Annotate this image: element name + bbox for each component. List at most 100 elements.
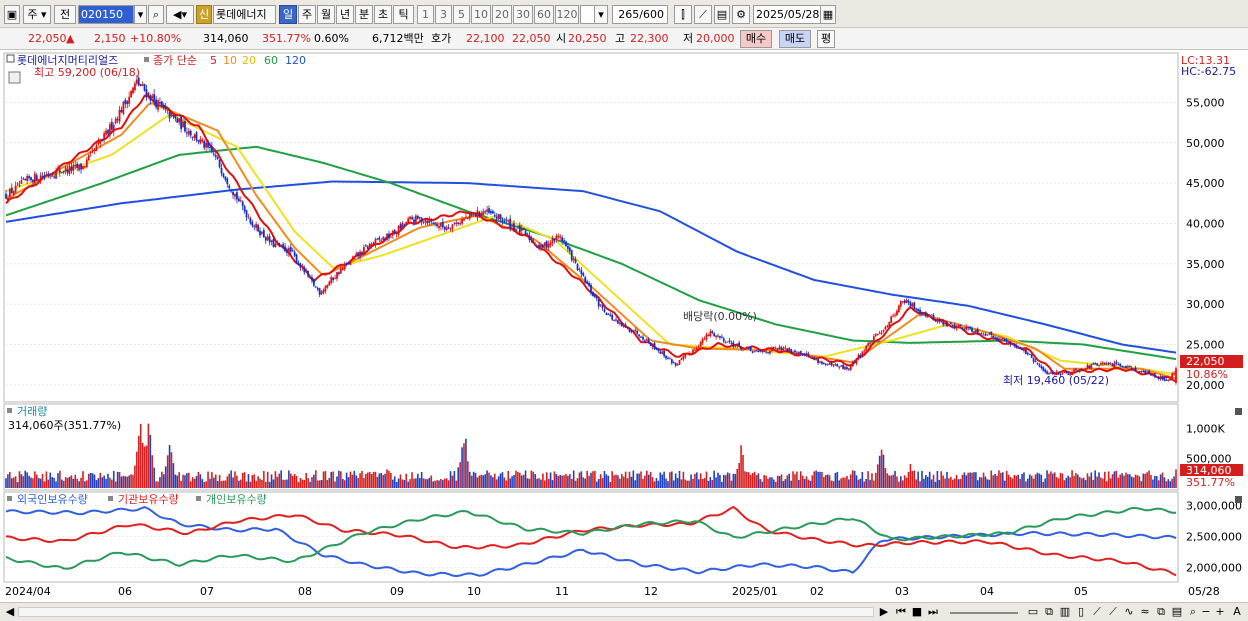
volume-bar — [126, 476, 129, 488]
layout-icon[interactable]: ▭ — [1027, 605, 1039, 618]
stock-name-label[interactable]: 롯데에너지 — [213, 5, 276, 24]
window-menu-icon[interactable]: ▣ — [4, 5, 20, 24]
interval-120[interactable]: 120 — [555, 5, 579, 24]
volume-bar — [934, 481, 937, 488]
stock-code-input[interactable]: 020150 — [78, 5, 134, 24]
volume-bar — [243, 472, 246, 488]
count-input[interactable]: 265/600 — [612, 5, 668, 24]
line-tool-icon[interactable]: ⟋ — [1093, 605, 1101, 618]
candle-body — [1080, 369, 1083, 371]
code-dropdown-icon[interactable]: ▾ — [134, 5, 147, 24]
zoom-in-icon[interactable]: + — [1215, 605, 1225, 618]
stop-icon[interactable]: ■ — [911, 605, 923, 618]
sell-button[interactable]: 매도 — [779, 30, 811, 48]
window-icon[interactable]: ⧉ — [1045, 605, 1053, 618]
period-tab-year[interactable]: 년 — [336, 5, 354, 24]
volume-panel-close-icon[interactable] — [1235, 408, 1242, 415]
rewind-icon[interactable]: ⏮ — [896, 605, 906, 618]
text-size-icon[interactable]: A — [1233, 605, 1241, 618]
panel-menu-icon[interactable] — [6, 54, 15, 63]
date-input[interactable]: 2025/05/28 — [753, 5, 821, 24]
zoom-search-icon[interactable]: ⌕ — [1189, 605, 1197, 618]
volume-bar — [953, 478, 956, 488]
candle-body — [799, 351, 802, 354]
period-tab-day[interactable]: 일 — [279, 5, 297, 24]
chart-type-icon[interactable]: ▥ — [1059, 605, 1071, 618]
scroll-right-icon[interactable]: ▶ — [879, 605, 889, 618]
candle-body — [597, 298, 600, 307]
candle-body — [788, 348, 791, 352]
fast-forward-icon[interactable]: ⏭ — [928, 605, 938, 618]
candle-body — [969, 326, 971, 329]
save-icon[interactable]: ▤ — [714, 5, 730, 24]
copy-icon[interactable]: ⧉ — [1157, 605, 1165, 618]
gear-icon[interactable]: ⚙ — [732, 5, 750, 24]
candle-body — [563, 240, 565, 243]
search-icon[interactable]: ⌕ — [148, 5, 164, 24]
candle-body — [620, 321, 623, 327]
candle-body — [172, 115, 175, 117]
volume-bar — [403, 480, 406, 488]
curve-tool-icon[interactable]: ∿ — [1124, 605, 1134, 618]
volume-bar — [544, 480, 546, 488]
wave-tool-icon[interactable]: ≈ — [1140, 605, 1150, 618]
candle-body — [824, 364, 827, 366]
period-tab-month[interactable]: 월 — [317, 5, 335, 24]
holdings-panel-close-icon[interactable] — [1235, 496, 1242, 503]
draw-tool-icon[interactable]: ⟋ — [694, 5, 712, 24]
candle-body — [1094, 362, 1097, 364]
interval-5[interactable]: 5 — [453, 5, 470, 24]
interval-1[interactable]: 1 — [417, 5, 434, 24]
volume-bar — [749, 474, 752, 488]
stock-chart[interactable]: 55,000 50,000 45,000 40,000 35,000 30,000 25,0… — [0, 50, 1248, 602]
eval-button[interactable]: 평 — [817, 30, 835, 48]
print-icon[interactable]: ▤ — [1171, 605, 1183, 618]
market-select[interactable]: 주 ▾ — [23, 5, 51, 24]
chart-area[interactable]: 55,000 50,000 45,000 40,000 35,000 30,000 25,0… — [0, 50, 1248, 602]
candle-body — [341, 267, 344, 271]
scroll-left-icon[interactable]: ◀ — [5, 605, 15, 618]
volume-bar — [311, 477, 313, 488]
interval-30[interactable]: 30 — [513, 5, 533, 24]
scroll-track[interactable] — [18, 607, 874, 617]
period-tab-second[interactable]: 초 — [374, 5, 392, 24]
volume-last-tag-text: 314,060 — [1186, 464, 1232, 477]
candle-body — [1125, 366, 1127, 369]
interval-20[interactable]: 20 — [492, 5, 512, 24]
interval-3[interactable]: 3 — [435, 5, 452, 24]
zoom-out-icon[interactable]: − — [1201, 605, 1211, 618]
candle-body — [534, 244, 537, 246]
period-tab-tick[interactable]: 틱 — [393, 5, 414, 24]
period-tab-week[interactable]: 주 — [298, 5, 316, 24]
speaker-icon[interactable]: ◀▾ — [166, 5, 194, 24]
candle-body — [574, 259, 577, 263]
candle-body — [461, 219, 463, 224]
candle-body — [874, 334, 877, 336]
turnover-pct: 0.60% — [314, 32, 349, 45]
candle-body — [867, 343, 870, 346]
interval-60[interactable]: 60 — [534, 5, 554, 24]
candle-body — [998, 338, 1000, 341]
candle-style-icon[interactable]: ⫿ — [674, 5, 692, 24]
volume-bar — [184, 475, 186, 488]
volume-bar — [380, 472, 383, 488]
volume-bar — [948, 478, 950, 488]
calendar-icon[interactable]: ▦ — [820, 5, 836, 24]
trend-tool-icon[interactable]: ⟋ — [1109, 605, 1117, 618]
interval-10[interactable]: 10 — [471, 5, 491, 24]
candle-body — [643, 340, 646, 342]
volume-bar — [220, 481, 223, 488]
volume-bar — [626, 478, 629, 488]
candle-body — [139, 84, 142, 86]
volume-bar — [1119, 474, 1121, 488]
prev-button[interactable]: 전 — [54, 5, 76, 24]
bar-chart-icon[interactable]: ▯ — [1077, 605, 1085, 618]
volume-bar — [249, 481, 252, 488]
volume-bar — [1113, 471, 1116, 488]
table-icon[interactable] — [8, 71, 21, 84]
period-tab-minute[interactable]: 분 — [355, 5, 373, 24]
buy-button[interactable]: 매수 — [740, 30, 772, 48]
zoom-slider[interactable] — [950, 612, 1018, 614]
volume-bar — [259, 478, 261, 488]
interval-dropdown-icon[interactable]: ▾ — [594, 5, 608, 24]
